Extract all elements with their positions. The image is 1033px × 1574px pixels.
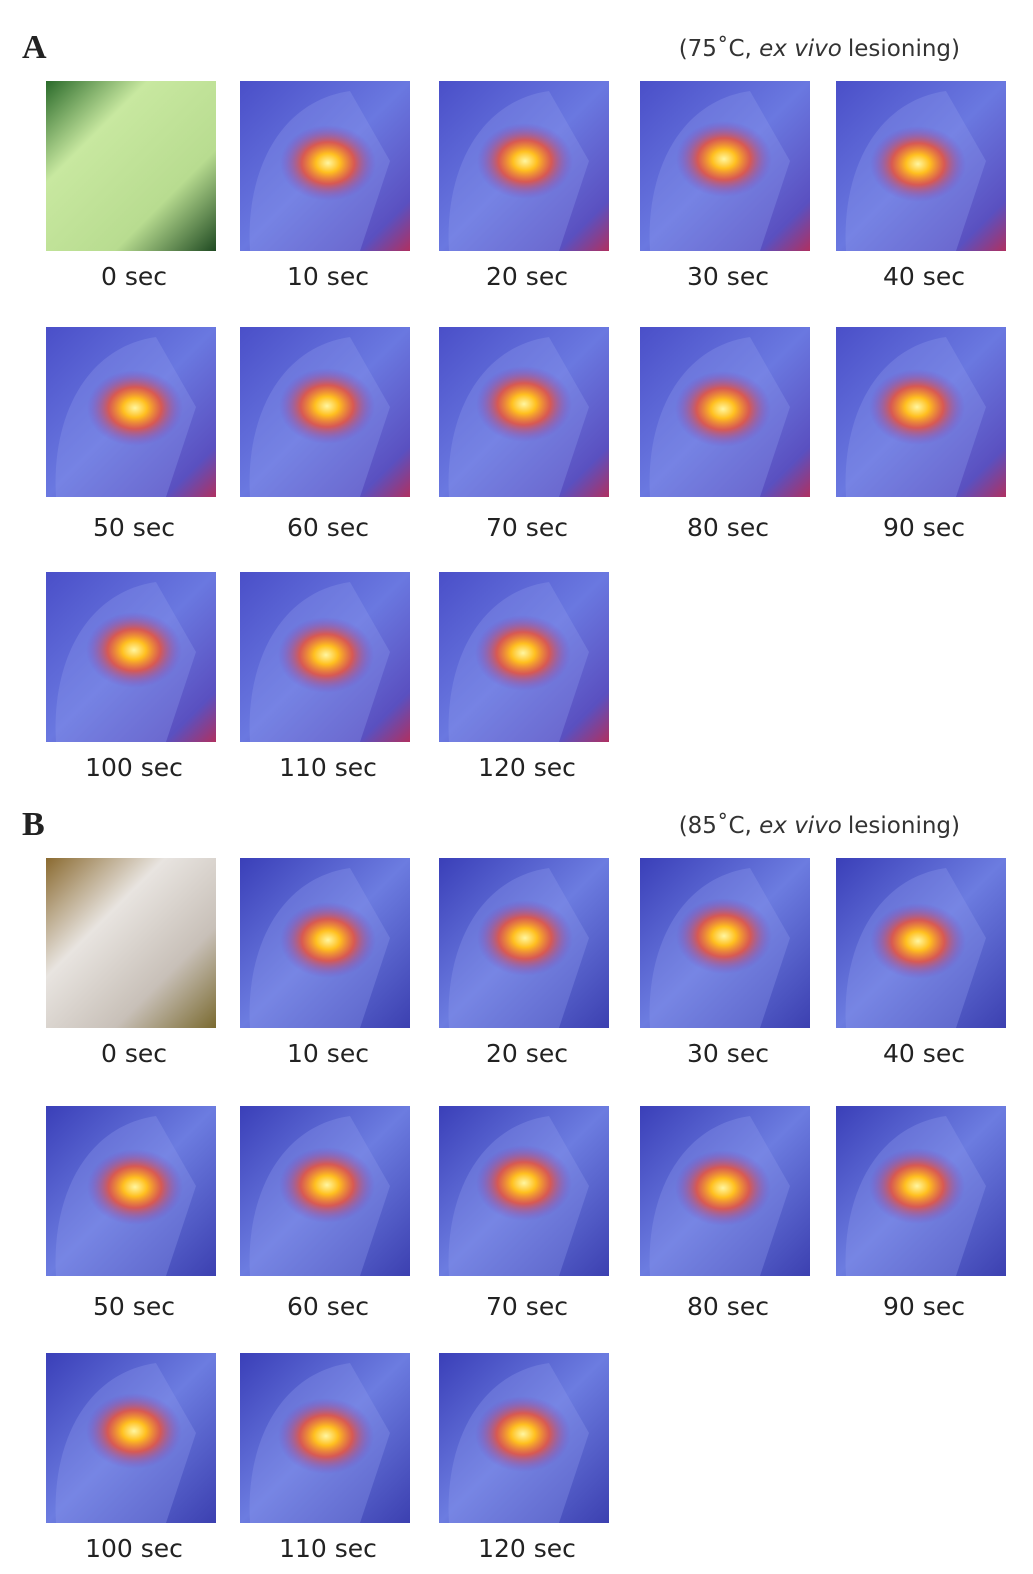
thermal-frame xyxy=(640,858,810,1028)
heat-spot xyxy=(280,902,376,978)
condition-italic: ex vivo xyxy=(759,36,842,62)
frame-caption: 10 sec xyxy=(287,262,369,291)
thermal-frame xyxy=(240,1353,410,1523)
heat-spot xyxy=(675,1150,771,1226)
thermal-frame xyxy=(240,858,410,1028)
heat-spot xyxy=(86,1393,182,1469)
thermal-frame xyxy=(439,572,609,742)
heat-spot xyxy=(279,1147,375,1223)
panel-label: A xyxy=(22,29,47,66)
thermal-frame xyxy=(640,327,810,497)
frame-caption: 30 sec xyxy=(687,262,769,291)
thermal-frame xyxy=(439,81,609,251)
condition-text: (75˚C, xyxy=(679,35,759,62)
thermal-frame xyxy=(46,572,216,742)
frame-caption: 90 sec xyxy=(883,513,965,542)
thermal-frame xyxy=(439,1106,609,1276)
frame-caption: 0 sec xyxy=(101,1039,167,1068)
frame-caption: 50 sec xyxy=(93,1292,175,1321)
frame-caption: 60 sec xyxy=(287,1292,369,1321)
frame-caption: 90 sec xyxy=(883,1292,965,1321)
thermal-frame xyxy=(439,1353,609,1523)
heat-spot xyxy=(475,615,571,691)
frame-caption: 110 sec xyxy=(279,753,377,782)
thermal-frame xyxy=(836,327,1006,497)
frame-caption: 70 sec xyxy=(486,1292,568,1321)
heat-spot xyxy=(476,366,572,442)
thermal-frame xyxy=(240,572,410,742)
condition-text: (85˚C, xyxy=(679,812,759,839)
frame-caption: 30 sec xyxy=(687,1039,769,1068)
heat-spot xyxy=(477,123,573,199)
thermal-frame xyxy=(836,858,1006,1028)
thermal-frame xyxy=(640,81,810,251)
frame-caption: 120 sec xyxy=(478,753,576,782)
frame-caption: 0 sec xyxy=(101,262,167,291)
thermal-frame xyxy=(439,327,609,497)
thermal-frame xyxy=(836,1106,1006,1276)
frame-caption: 40 sec xyxy=(883,1039,965,1068)
frame-caption: 20 sec xyxy=(486,1039,568,1068)
frame-caption: 80 sec xyxy=(687,513,769,542)
heat-spot xyxy=(870,126,966,202)
heat-spot xyxy=(86,612,182,688)
frame-caption: 100 sec xyxy=(85,1534,183,1563)
heat-spot xyxy=(676,121,772,197)
thermal-frame xyxy=(836,81,1006,251)
frame-caption: 60 sec xyxy=(287,513,369,542)
frame-caption: 40 sec xyxy=(883,262,965,291)
panel-condition: (85˚C, ex vivo lesioning) xyxy=(679,812,960,839)
heat-spot xyxy=(87,1149,183,1225)
frame-caption: 80 sec xyxy=(687,1292,769,1321)
panel-label: B xyxy=(22,806,45,843)
photo xyxy=(46,858,216,1028)
condition-text: lesioning) xyxy=(848,813,960,839)
panel-condition: (75˚C, ex vivo lesioning) xyxy=(679,35,960,62)
heat-spot xyxy=(675,371,771,447)
heat-spot xyxy=(475,1396,571,1472)
condition-italic: ex vivo xyxy=(759,813,842,839)
thermal-frame xyxy=(240,81,410,251)
thermal-frame xyxy=(46,858,216,1028)
heat-spot xyxy=(869,369,965,445)
frame-caption: 110 sec xyxy=(279,1534,377,1563)
heat-spot xyxy=(87,370,183,446)
heat-spot xyxy=(280,125,376,201)
thermal-frame xyxy=(46,1353,216,1523)
thermal-frame xyxy=(240,327,410,497)
thermal-frame xyxy=(439,858,609,1028)
condition-text: lesioning) xyxy=(848,36,960,62)
frame-caption: 20 sec xyxy=(486,262,568,291)
thermal-frame xyxy=(640,1106,810,1276)
frame-caption: 10 sec xyxy=(287,1039,369,1068)
frame-caption: 70 sec xyxy=(486,513,568,542)
heat-spot xyxy=(279,368,375,444)
frame-caption: 100 sec xyxy=(85,753,183,782)
thermal-frame xyxy=(46,81,216,251)
heat-spot xyxy=(477,900,573,976)
photo xyxy=(46,81,216,251)
thermal-frame xyxy=(46,1106,216,1276)
heat-spot xyxy=(870,903,966,979)
heat-spot xyxy=(278,1398,374,1474)
heat-spot xyxy=(278,617,374,693)
thermal-frame xyxy=(240,1106,410,1276)
thermal-frame xyxy=(46,327,216,497)
heat-spot xyxy=(476,1145,572,1221)
frame-caption: 50 sec xyxy=(93,513,175,542)
heat-spot xyxy=(869,1148,965,1224)
frame-caption: 120 sec xyxy=(478,1534,576,1563)
heat-spot xyxy=(676,898,772,974)
